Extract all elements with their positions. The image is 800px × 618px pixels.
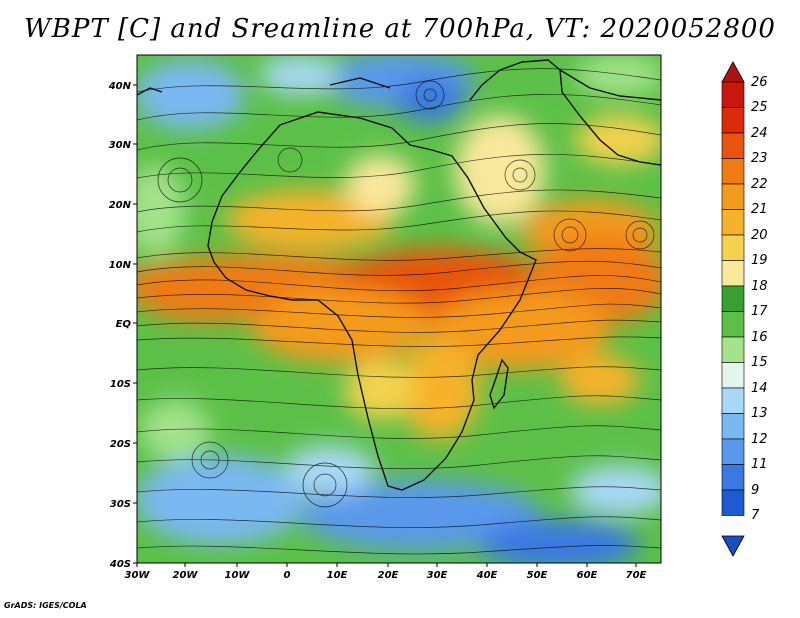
chart-title: WBPT [C] and Sreamline at 700hPa, VT: 20… — [24, 14, 776, 44]
colorbar-label: 17 — [751, 304, 768, 319]
colorbar-label: 13 — [751, 406, 768, 421]
colorbar-label: 20 — [751, 228, 768, 243]
wbpt-field — [137, 55, 661, 563]
colorbar-swatch — [721, 158, 745, 185]
lon-label: 0 — [284, 570, 291, 581]
colorbar-swatch — [721, 413, 745, 440]
colorbar-bottom-arrow — [721, 535, 745, 557]
lat-label: 10S — [110, 379, 131, 390]
lat-label: 20N — [109, 200, 132, 211]
lat-label: 30S — [110, 499, 131, 510]
colorbar-swatches — [721, 81, 745, 516]
colorbar-swatch — [721, 387, 745, 414]
colorbar-label: 25 — [751, 100, 768, 115]
colorbar-swatch — [721, 336, 745, 363]
lat-label: EQ — [116, 319, 132, 330]
colorbar-label: 21 — [751, 202, 768, 217]
colorbar-swatch — [721, 489, 745, 516]
lat-label: 40N — [108, 81, 132, 92]
lat-label: 10N — [109, 260, 132, 271]
coastlines — [137, 59, 661, 491]
lat-label: 20S — [110, 439, 131, 450]
lon-label: 40E — [476, 570, 498, 581]
colorbar-label: 7 — [751, 508, 760, 523]
colorbar-swatch — [721, 464, 745, 491]
lat-label: 40S — [109, 559, 131, 570]
colorbar-label: 11 — [751, 457, 768, 472]
colorbar: 26 25 24 23 22 21 20 19 18 17 16 15 14 1… — [721, 61, 768, 557]
colorbar-label: 16 — [751, 330, 768, 345]
colorbar-swatch — [721, 260, 745, 287]
lon-label: 70E — [626, 570, 647, 581]
colorbar-label: 26 — [751, 75, 768, 90]
lon-label: 10W — [225, 570, 251, 581]
colorbar-swatch — [721, 362, 745, 389]
colorbar-labels: 26 25 24 23 22 21 20 19 18 17 16 15 14 1… — [751, 75, 768, 523]
colorbar-swatch — [721, 209, 745, 236]
colorbar-label: 24 — [751, 126, 768, 141]
colorbar-label: 15 — [751, 355, 768, 370]
colorbar-swatch — [721, 438, 745, 465]
longitude-labels: 30W 20W 10W 0 10E 20E 30E 40E 50E 60E 70… — [125, 570, 647, 581]
colorbar-swatch — [721, 234, 745, 261]
lon-label: 30E — [427, 570, 448, 581]
axis-ticks — [133, 84, 637, 567]
lon-label: 20E — [378, 570, 399, 581]
streamlines — [137, 68, 661, 555]
lon-label: 60E — [577, 570, 598, 581]
colorbar-label: 23 — [751, 151, 768, 166]
grads-credit: GrADS: IGES/COLA — [4, 601, 87, 610]
latitude-labels: 40N 30N 20N 10N EQ 10S 20S 30S 40S — [108, 81, 132, 570]
colorbar-swatch — [721, 107, 745, 134]
colorbar-swatch — [721, 311, 745, 338]
colorbar-label: 14 — [751, 381, 768, 396]
lon-label: 30W — [125, 570, 151, 581]
lon-label: 20W — [173, 570, 199, 581]
lat-label: 30N — [109, 140, 132, 151]
colorbar-label: 22 — [751, 177, 768, 192]
colorbar-swatch — [721, 132, 745, 159]
colorbar-swatch — [721, 81, 745, 108]
colorbar-swatch — [721, 183, 745, 210]
colorbar-label: 9 — [751, 483, 759, 498]
lon-label: 10E — [327, 570, 348, 581]
colorbar-label: 18 — [751, 279, 768, 294]
lon-label: 50E — [527, 570, 548, 581]
colorbar-label: 12 — [751, 432, 768, 447]
map-frame — [136, 54, 662, 564]
colorbar-label: 19 — [751, 253, 768, 268]
colorbar-swatch — [721, 285, 745, 312]
colorbar-top-arrow — [721, 61, 745, 83]
